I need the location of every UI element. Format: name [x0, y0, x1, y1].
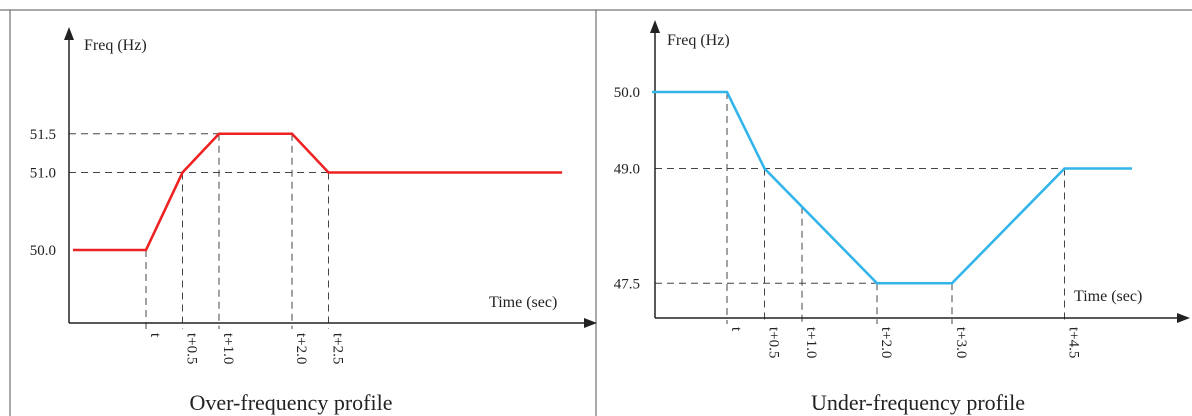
x-tick-label: t+2.0 — [878, 327, 894, 358]
x-tick-label: t+1.0 — [220, 333, 236, 364]
x-tick-label: t+0.5 — [766, 327, 782, 358]
series — [73, 132, 563, 252]
y-axis-arrowhead — [650, 20, 660, 33]
x-tick-label: t — [147, 333, 163, 338]
chart-title: Under-frequency profile — [811, 390, 1025, 415]
y-tick-label: 50.0 — [614, 85, 640, 101]
y-tick-labels: 51.5 51.0 50.0 — [30, 127, 56, 259]
guide-lines — [655, 91, 1132, 324]
y-axis-label: Freq (Hz) — [84, 37, 147, 54]
x-tick-label: t+2.5 — [330, 333, 346, 364]
series — [652, 90, 1132, 285]
y-tick-label: 47.5 — [614, 276, 640, 292]
x-tick-label: t+1.0 — [803, 327, 819, 358]
x-tick-label: t+0.5 — [184, 333, 200, 364]
x-axis-label: Time (sec) — [1074, 288, 1142, 305]
y-tick-label: 51.5 — [30, 127, 56, 143]
x-tick-label: t+2.0 — [293, 333, 309, 364]
series-line — [73, 132, 563, 252]
x-tick-label: t — [728, 327, 744, 332]
chart-title: Over-frequency profile — [190, 390, 393, 415]
x-tick-labels: t t+0.5 t+1.0 t+2.0 t+2.5 — [147, 333, 346, 364]
x-axis-arrowhead — [1177, 313, 1190, 323]
x-axis-arrowhead — [584, 318, 597, 328]
y-tick-label: 51.0 — [30, 166, 56, 182]
x-tick-labels: t t+0.5 t+1.0 t+2.0 t+3.0 t+4.5 — [728, 327, 1082, 358]
y-tick-label: 50.0 — [30, 243, 56, 259]
y-tick-labels: 50.0 49.0 47.5 — [614, 85, 640, 292]
under-frequency-chart: Freq (Hz) Time (sec) 50.0 49.0 47.5 t t+0.5… — [614, 20, 1190, 415]
y-axis-arrowhead — [64, 27, 74, 40]
y-tick-label: 49.0 — [614, 162, 640, 178]
over-frequency-chart: Freq (Hz) Time (sec) 51.5 51.0 50.0 t t+0.5… — [30, 27, 597, 415]
series-line — [652, 90, 1132, 285]
x-axis-label: Time (sec) — [489, 294, 557, 311]
x-tick-label: t+3.0 — [953, 327, 969, 358]
x-tick-label: t+4.5 — [1066, 327, 1082, 358]
y-axis-label: Freq (Hz) — [667, 32, 730, 49]
